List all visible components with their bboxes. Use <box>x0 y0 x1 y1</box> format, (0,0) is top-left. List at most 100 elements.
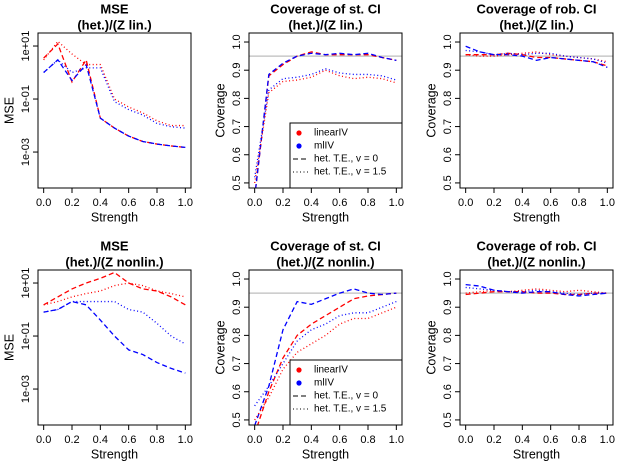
panel-title: Coverage of st. CI <box>270 1 381 16</box>
y-tick-label: 1e-03 <box>20 138 32 166</box>
x-tick-label: 0.0 <box>247 197 262 209</box>
y-tick-label: 0.6 <box>442 147 454 162</box>
x-tick-label: 0.6 <box>332 434 347 446</box>
x-tick-label: 0.4 <box>304 197 319 209</box>
x-tick-label: 0.2 <box>64 197 79 209</box>
series-line <box>43 300 186 345</box>
y-tick-label: 0.5 <box>231 175 243 190</box>
y-tick-label: 1.0 <box>231 34 243 49</box>
x-tick-label: 0.2 <box>275 434 290 446</box>
x-tick-label: 0.4 <box>93 434 108 446</box>
y-axis-label: MSE <box>2 97 16 124</box>
y-tick-label: 0.6 <box>231 147 243 162</box>
legend-label: mlIV <box>314 378 334 389</box>
x-axis-label: Strength <box>91 447 138 461</box>
y-tick-label: 0.9 <box>231 300 243 315</box>
y-axis-label: Coverage <box>213 83 227 137</box>
x-tick-label: 0.6 <box>543 197 558 209</box>
x-tick-label: 1.0 <box>178 434 193 446</box>
x-tick-label: 0.4 <box>304 434 319 446</box>
series-line <box>465 284 608 297</box>
y-tick-label: 0.8 <box>442 328 454 343</box>
x-axis-label: Strength <box>91 210 138 224</box>
y-axis-label: Coverage <box>424 83 438 137</box>
y-tick-label: 0.7 <box>442 356 454 371</box>
x-tick-label: 0.8 <box>360 197 375 209</box>
legend-label: het. T.E., v = 0 <box>314 391 378 402</box>
y-tick-label: 0.9 <box>442 300 454 315</box>
series-line <box>465 45 608 68</box>
legend-label: mlIV <box>314 141 334 152</box>
x-tick-label: 0.0 <box>247 434 262 446</box>
x-tick-label: 0.0 <box>458 197 473 209</box>
legend-label: linearIV <box>314 365 348 376</box>
panel-title: (het.)/(Z nonlin.) <box>276 254 374 269</box>
panel: Coverage of st. CI(het.)/(Z nonlin.) Stre… <box>213 238 404 461</box>
series-line <box>254 288 397 425</box>
x-tick-label: 0.6 <box>332 197 347 209</box>
series-line <box>43 282 186 306</box>
legend-label: het. T.E., v = 0 <box>314 154 378 165</box>
x-axis-label: Strength <box>513 210 560 224</box>
x-tick-label: 1.0 <box>389 197 404 209</box>
x-tick-label: 0.8 <box>571 197 586 209</box>
x-tick-label: 0.6 <box>121 434 136 446</box>
y-tick-label: 0.7 <box>231 356 243 371</box>
y-tick-label: 1e-03 <box>20 375 32 403</box>
x-tick-label: 0.0 <box>458 434 473 446</box>
x-tick-label: 0.8 <box>571 434 586 446</box>
panel-title: Coverage of st. CI <box>270 238 381 253</box>
panel: Coverage of st. CI(het.)/(Z lin.) Strengt… <box>213 1 404 224</box>
legend-box <box>289 359 403 426</box>
x-tick-label: 0.6 <box>121 197 136 209</box>
series-line <box>43 300 186 374</box>
y-tick-label: 1.0 <box>442 34 454 49</box>
legend-symbol <box>296 380 302 386</box>
panel: Coverage of rob. CI(het.)/(Z lin.) Streng… <box>424 1 615 224</box>
y-tick-label: 1.0 <box>442 271 454 286</box>
y-tick-label: 0.9 <box>231 63 243 78</box>
y-tick-label: 0.5 <box>442 175 454 190</box>
x-tick-label: 0.0 <box>36 197 51 209</box>
x-tick-label: 0.2 <box>486 434 501 446</box>
panel-title: MSE <box>100 1 129 16</box>
plot-area <box>43 271 186 374</box>
y-tick-label: 0.8 <box>231 91 243 106</box>
plot-area <box>460 284 613 297</box>
series-line <box>254 300 397 407</box>
x-tick-label: 0.8 <box>360 434 375 446</box>
x-tick-label: 0.2 <box>275 197 290 209</box>
y-tick-label: 0.5 <box>231 412 243 427</box>
y-tick-label: 0.6 <box>442 384 454 399</box>
x-tick-label: 0.4 <box>515 434 530 446</box>
legend: linearIV mlIV het. T.E., v = 0 het. T.E., v… <box>289 359 403 426</box>
panel-title: (het.)/(Z lin.) <box>288 17 362 32</box>
y-tick-label: 1.0 <box>231 271 243 286</box>
y-tick-label: 0.8 <box>442 91 454 106</box>
y-tick-label: 0.9 <box>442 63 454 78</box>
plot-frame <box>37 269 192 426</box>
y-tick-label: 0.5 <box>442 412 454 427</box>
y-tick-label: 0.6 <box>231 384 243 399</box>
series-line <box>465 52 608 67</box>
y-axis-label: MSE <box>2 334 16 361</box>
x-axis-label: Strength <box>513 447 560 461</box>
series-line <box>43 58 186 149</box>
x-tick-label: 0.2 <box>64 434 79 446</box>
x-tick-label: 1.0 <box>178 197 193 209</box>
legend-label: het. T.E., v = 1.5 <box>314 404 387 415</box>
legend-box <box>289 122 403 189</box>
x-tick-label: 0.0 <box>36 434 51 446</box>
series-line <box>43 40 186 127</box>
panel-title: MSE <box>100 238 129 253</box>
series-line <box>254 68 397 178</box>
y-tick-label: 1e-01 <box>20 322 32 350</box>
legend-symbol <box>296 130 302 136</box>
series-line <box>43 59 186 129</box>
plot-area <box>249 288 402 425</box>
x-tick-label: 0.4 <box>93 197 108 209</box>
y-tick-label: 1e+01 <box>20 31 32 62</box>
x-axis-label: Strength <box>302 210 349 224</box>
y-tick-label: 0.8 <box>231 328 243 343</box>
